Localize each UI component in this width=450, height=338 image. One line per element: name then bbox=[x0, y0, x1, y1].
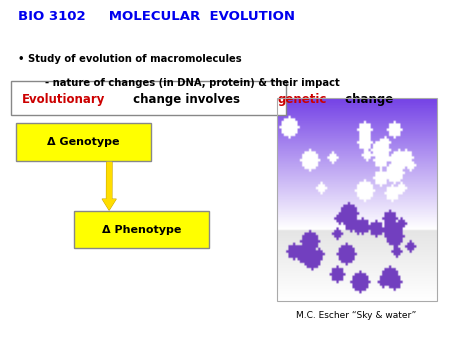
Text: change: change bbox=[342, 93, 394, 106]
FancyBboxPatch shape bbox=[74, 211, 209, 248]
Text: M.C. Escher “Sky & water”: M.C. Escher “Sky & water” bbox=[297, 311, 417, 320]
Text: - nature of changes (in DNA, protein) & their impact: - nature of changes (in DNA, protein) & … bbox=[45, 78, 340, 88]
FancyBboxPatch shape bbox=[11, 81, 286, 115]
FancyBboxPatch shape bbox=[16, 123, 151, 161]
Text: genetic: genetic bbox=[278, 93, 327, 106]
FancyArrowPatch shape bbox=[102, 162, 116, 210]
Text: change involves: change involves bbox=[129, 93, 244, 106]
Text: Evolutionary: Evolutionary bbox=[22, 93, 105, 106]
Text: Δ Genotype: Δ Genotype bbox=[47, 137, 120, 147]
Text: Δ Phenotype: Δ Phenotype bbox=[102, 225, 181, 235]
Text: BIO 3102     MOLECULAR  EVOLUTION: BIO 3102 MOLECULAR EVOLUTION bbox=[18, 10, 295, 23]
Text: • Study of evolution of macromolecules: • Study of evolution of macromolecules bbox=[18, 54, 242, 64]
